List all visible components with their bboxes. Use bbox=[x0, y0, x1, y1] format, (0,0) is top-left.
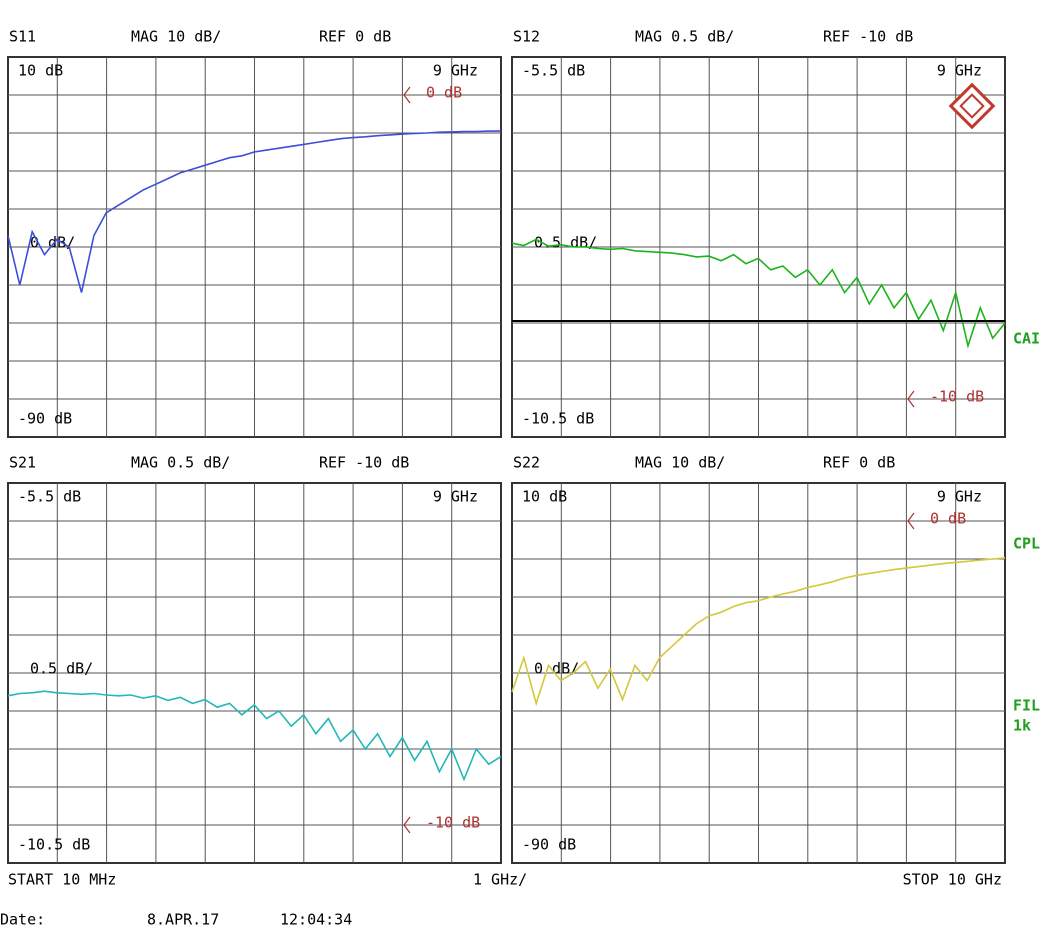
y-tick-label: -90 dB bbox=[522, 836, 576, 854]
ref-arrow bbox=[403, 86, 411, 104]
time: 12:04:34 bbox=[280, 911, 352, 929]
corner-label: 9 GHz bbox=[937, 62, 982, 80]
trace bbox=[511, 557, 1006, 707]
corner-label: 9 GHz bbox=[433, 62, 478, 80]
ref-marker-label: 0 dB bbox=[930, 510, 966, 528]
center-label: 0.5 dB/ bbox=[30, 660, 93, 678]
ref-label: REF -10 dB bbox=[823, 28, 913, 46]
y-tick-label: -10.5 dB bbox=[522, 410, 594, 428]
ref-label: REF 0 dB bbox=[823, 454, 895, 472]
y-tick-label: 10 dB bbox=[18, 62, 63, 80]
ref-marker-label: -10 dB bbox=[426, 814, 480, 832]
side-label: FIL bbox=[1013, 697, 1040, 715]
trace bbox=[7, 690, 502, 782]
span-label: 1 GHz/ bbox=[473, 871, 527, 889]
side-label: 1k bbox=[1013, 717, 1031, 735]
corner-label: 9 GHz bbox=[937, 488, 982, 506]
side-label: CAI bbox=[1013, 330, 1040, 348]
y-tick-label: -90 dB bbox=[18, 410, 72, 428]
panel: S11 MAG 10 dB/REF 0 dB 9 GHz 0 dB/10 dB -90 … bbox=[7, 28, 502, 438]
ref-arrow bbox=[403, 816, 411, 834]
y-tick-label: -10.5 dB bbox=[18, 836, 90, 854]
scale-label: MAG 10 dB/ bbox=[635, 454, 725, 472]
logo bbox=[948, 82, 996, 130]
ref-label: REF -10 dB bbox=[319, 454, 409, 472]
date: 8.APR.17 bbox=[147, 911, 219, 929]
panel: S12 MAG 0.5 dB/REF -10 dB 9 GHz 0.5 dB/ -5.5… bbox=[511, 28, 1006, 438]
trace-name: S11 bbox=[9, 28, 36, 46]
y-tick-label: -5.5 dB bbox=[522, 62, 585, 80]
date-label: Date: bbox=[0, 911, 45, 929]
trace-name: S22 bbox=[513, 454, 540, 472]
y-tick-label: 10 dB bbox=[522, 488, 567, 506]
center-label: 0.5 dB/ bbox=[534, 234, 597, 252]
ref-arrow bbox=[907, 390, 915, 408]
start-label: START 10 MHz bbox=[8, 871, 116, 889]
ref-arrow bbox=[907, 512, 915, 530]
ref-label: REF 0 dB bbox=[319, 28, 391, 46]
trace bbox=[511, 238, 1006, 349]
stop-label: STOP 10 GHz bbox=[903, 871, 1002, 889]
center-label: 0 dB/ bbox=[30, 234, 75, 252]
ref-marker-label: 0 dB bbox=[426, 84, 462, 102]
scale-label: MAG 0.5 dB/ bbox=[635, 28, 734, 46]
trace-name: S21 bbox=[9, 454, 36, 472]
scale-label: MAG 10 dB/ bbox=[131, 28, 221, 46]
trace-name: S12 bbox=[513, 28, 540, 46]
y-tick-label: -5.5 dB bbox=[18, 488, 81, 506]
side-label: CPL bbox=[1013, 535, 1040, 553]
ref-marker-label: -10 dB bbox=[930, 388, 984, 406]
scale-label: MAG 0.5 dB/ bbox=[131, 454, 230, 472]
trace bbox=[7, 130, 501, 293]
corner-label: 9 GHz bbox=[433, 488, 478, 506]
panel: S21 MAG 0.5 dB/REF -10 dB 9 GHz 0.5 dB/ -5.5… bbox=[7, 454, 502, 864]
